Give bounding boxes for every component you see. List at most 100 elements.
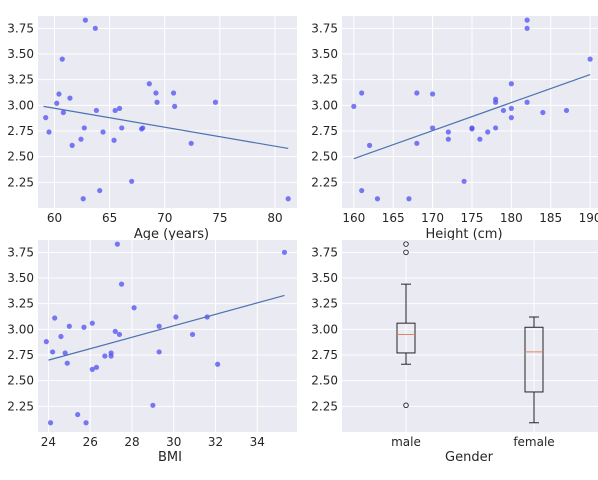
data-point [524, 17, 530, 23]
y-tick-label: 3.00 [311, 98, 338, 112]
box-iqr [396, 322, 416, 354]
data-point [493, 99, 499, 105]
data-point [54, 100, 60, 106]
data-point [89, 366, 95, 372]
y-tick-label: 2.75 [7, 348, 34, 362]
data-point [92, 25, 98, 31]
x-tick-label: 28 [124, 435, 139, 449]
data-point [59, 56, 65, 62]
x-tick-label: 70 [157, 211, 172, 225]
data-point [414, 90, 420, 96]
data-point [119, 125, 125, 131]
plot-area [342, 16, 598, 208]
regression-line [48, 294, 285, 361]
x-tick-label: 30 [166, 435, 181, 449]
x-tick-label: 80 [267, 211, 282, 225]
data-point [351, 103, 357, 109]
data-point [215, 361, 221, 367]
data-point [111, 137, 117, 143]
x-tick-label: 34 [250, 435, 265, 449]
plot-area [38, 240, 297, 432]
box-outlier [403, 402, 409, 409]
x-tick-label: 180 [500, 211, 523, 225]
data-point [359, 187, 365, 194]
x-tick-label: 160 [342, 211, 365, 225]
data-point [47, 420, 54, 426]
data-point [75, 411, 81, 418]
data-point [83, 420, 89, 426]
data-point [146, 81, 152, 87]
data-point [80, 196, 86, 202]
data-point [285, 196, 291, 202]
axis-label-x-height: Height (cm) [425, 227, 502, 242]
y-tick-label: 3.75 [7, 245, 34, 259]
data-point [97, 187, 103, 194]
data-point [102, 353, 108, 359]
data-point [429, 125, 436, 131]
y-tick-label: 3.50 [7, 271, 34, 285]
panel-gender: 2.25 2.50 2.75 3.00 3.25 3.50 3.75 male female G… [311, 240, 598, 465]
data-point [114, 241, 120, 247]
data-point [58, 333, 64, 340]
y-tick-label: 2.25 [311, 399, 338, 413]
data-point [66, 323, 72, 329]
data-point [508, 105, 514, 112]
x-tick-label: 175 [461, 211, 484, 225]
data-point [469, 126, 475, 132]
data-point [78, 136, 84, 142]
y-tick-label: 2.50 [311, 374, 338, 388]
x-tick-label: 60 [47, 211, 62, 225]
data-point [445, 129, 451, 135]
y-tick-label: 3.50 [311, 271, 338, 285]
data-point [153, 90, 159, 96]
data-point [43, 339, 49, 345]
data-point [93, 107, 100, 114]
data-point [60, 109, 66, 116]
data-point [64, 360, 70, 366]
data-point [477, 136, 483, 142]
axis-label-x-bmi: BMI [158, 450, 182, 465]
data-point [587, 56, 593, 62]
data-point [46, 129, 52, 135]
data-point [508, 81, 514, 87]
y-tick-label: 3.25 [311, 73, 338, 87]
data-point [524, 99, 530, 105]
panel-height: 2.25 2.50 2.75 3.00 3.25 3.50 3.75 160 165 170 175… [311, 16, 598, 242]
axis-label-x-gender: Gender [445, 450, 494, 465]
y-tick-label: 2.75 [311, 348, 338, 362]
y-tick-label: 3.75 [311, 21, 338, 35]
y-tick-label: 3.75 [7, 21, 34, 35]
data-point [524, 25, 530, 31]
x-tick-label: female [513, 435, 554, 449]
data-point [540, 109, 546, 116]
y-tick-label: 3.75 [311, 245, 338, 259]
plot-area [342, 240, 598, 432]
data-point [212, 99, 219, 105]
y-tick-label: 2.50 [7, 374, 34, 388]
data-point [366, 142, 373, 148]
x-tick-label: 75 [212, 211, 227, 225]
axis-label-x-age: Age (years) [134, 227, 209, 242]
data-point [56, 91, 62, 97]
box-outlier [403, 249, 409, 256]
data-point [140, 125, 146, 131]
data-point [50, 349, 56, 355]
box-outlier [403, 241, 409, 247]
box-iqr [524, 326, 544, 393]
data-point [81, 125, 87, 131]
data-point [116, 331, 123, 338]
y-tick-label: 2.75 [7, 124, 34, 138]
y-tick-label: 2.50 [7, 150, 34, 164]
x-tick-label: male [391, 435, 421, 449]
data-point [563, 107, 570, 114]
x-tick-label: 65 [102, 211, 117, 225]
data-point [100, 129, 106, 135]
y-tick-label: 3.25 [7, 297, 34, 311]
data-point [43, 115, 49, 121]
data-point [156, 349, 162, 355]
data-point [500, 107, 507, 114]
data-point [81, 324, 87, 330]
data-point [62, 350, 68, 356]
x-tick-label: 24 [41, 435, 56, 449]
